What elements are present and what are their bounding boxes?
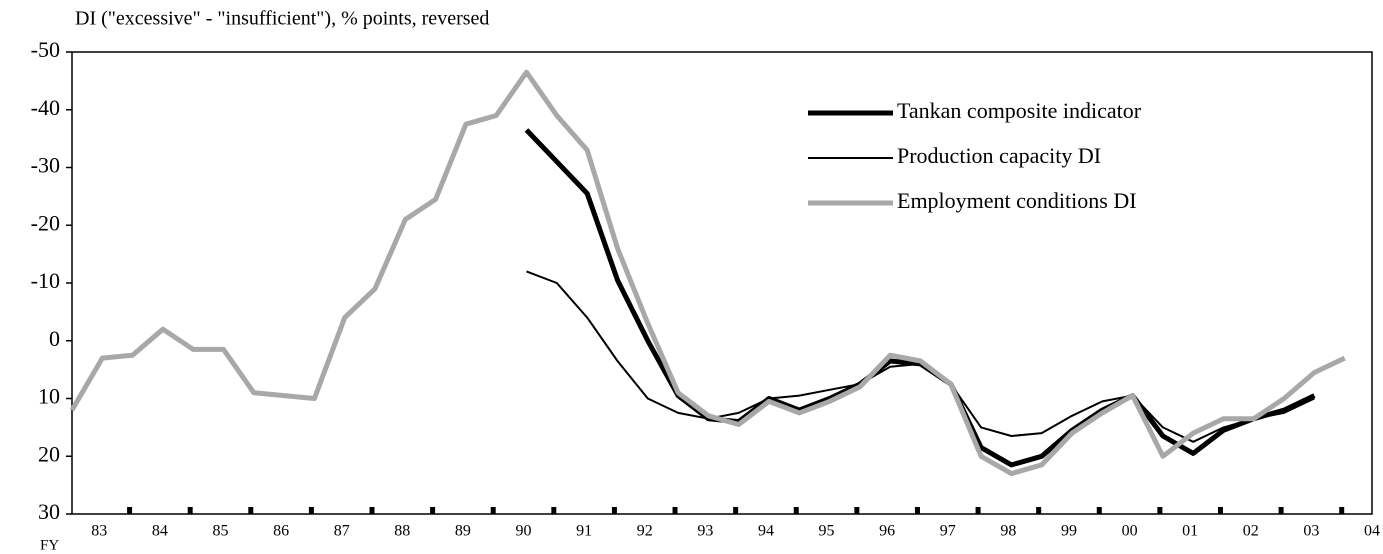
tick-dot — [1217, 507, 1223, 514]
tick-dot — [1339, 507, 1345, 514]
tick-dot — [672, 507, 678, 514]
x-tick-label: 01 — [1182, 523, 1198, 540]
tick-dot — [248, 507, 254, 514]
tick-dot — [793, 507, 799, 514]
tick-dot — [914, 507, 920, 514]
x-tick-label: 86 — [273, 523, 289, 540]
y-tick-label: -20 — [31, 210, 60, 235]
tick-dot — [611, 507, 617, 514]
tick-dot — [975, 507, 981, 514]
x-tick-label: 93 — [697, 523, 713, 540]
x-tick-label: 04 — [1364, 523, 1380, 540]
tick-dot — [1036, 507, 1042, 514]
x-tick-label: 90 — [516, 523, 532, 540]
tick-dot — [1157, 507, 1163, 514]
y-axis-label: DI ("excessive" - "insufficient"), % poi… — [75, 8, 489, 30]
y-tick-label: 10 — [38, 384, 60, 409]
x-tick-label: 92 — [637, 523, 653, 540]
tick-dot — [733, 507, 739, 514]
tick-dot — [127, 507, 133, 514]
tick-dot — [854, 507, 860, 514]
line-series — [526, 270, 1315, 443]
tick-dot — [1096, 507, 1102, 514]
y-tick-label: -30 — [31, 153, 60, 178]
line-series — [69, 69, 1346, 477]
tick-dot — [430, 507, 436, 514]
x-tick-label: 89 — [455, 523, 471, 540]
x-tick-label: 88 — [394, 523, 410, 540]
tick-dot — [490, 507, 496, 514]
x-tick-label: 91 — [576, 523, 592, 540]
legend-label: Employment conditions DI — [897, 188, 1137, 213]
x-tick-label: 99 — [1061, 523, 1077, 540]
x-tick-label: 97 — [940, 523, 956, 540]
x-tick-label: 96 — [879, 523, 895, 540]
y-tick-label: -50 — [31, 37, 60, 62]
legend-label: Production capacity DI — [897, 143, 1101, 168]
y-tick-label: -40 — [31, 95, 60, 120]
legend-label: Tankan composite indicator — [897, 98, 1142, 123]
x-tick-label: 98 — [1000, 523, 1016, 540]
tick-dot — [187, 507, 193, 514]
x-tick-label: 02 — [1243, 523, 1259, 540]
line-series — [524, 128, 1316, 468]
x-tick-label: 94 — [758, 523, 774, 540]
tick-dot — [551, 507, 557, 514]
x-tick-label: 85 — [212, 523, 228, 540]
y-tick-label: 20 — [38, 441, 60, 466]
x-tick-label: 00 — [1122, 523, 1138, 540]
tick-dot — [369, 507, 375, 514]
x-axis-label: FY — [40, 537, 59, 553]
y-tick-label: 30 — [38, 499, 60, 524]
x-tick-label: 95 — [819, 523, 835, 540]
y-tick-label: 0 — [49, 326, 60, 351]
y-tick-label: -10 — [31, 268, 60, 293]
x-tick-label: 87 — [334, 523, 350, 540]
tick-dot — [1278, 507, 1284, 514]
x-tick-label: 03 — [1303, 523, 1319, 540]
x-tick-label: 83 — [91, 523, 107, 540]
tick-dot — [308, 507, 314, 514]
x-tick-label: 84 — [152, 523, 168, 540]
